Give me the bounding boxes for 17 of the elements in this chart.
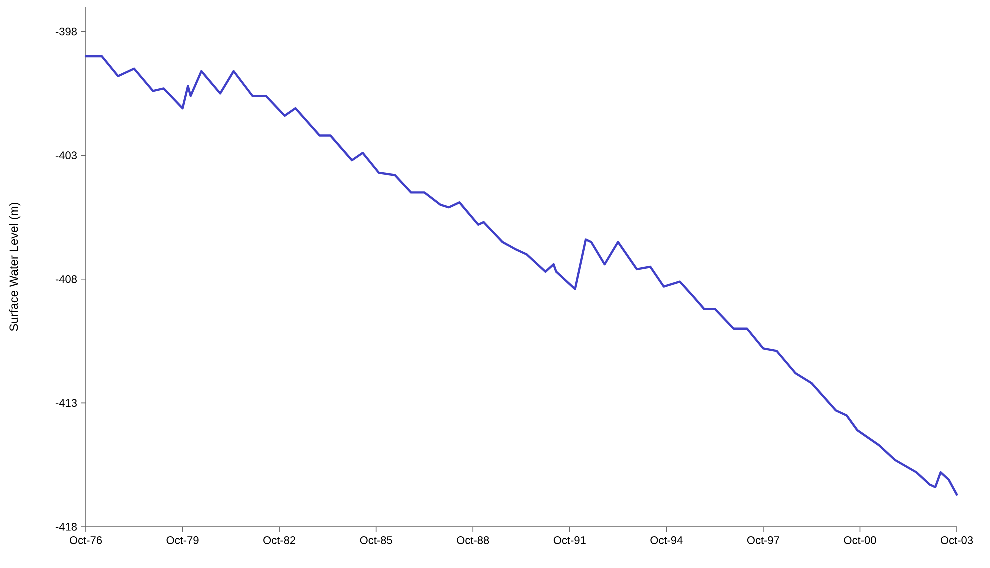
line-series (84, 55, 958, 496)
y-axis-title: Surface Water Level (m) (9, 202, 21, 332)
x-tick-label: Oct-94 (650, 536, 683, 544)
y-tick-label: -418 (56, 523, 77, 531)
x-tick-label: Oct-03 (941, 536, 974, 544)
x-tick-label: Oct-00 (844, 536, 876, 544)
x-tick-label: Oct-85 (360, 536, 392, 544)
y-tick-label: -398 (56, 28, 77, 36)
y-tick-label: -413 (56, 399, 77, 408)
x-tick-label: Oct-76 (70, 536, 102, 544)
y-tick-label: -408 (56, 275, 77, 284)
x-tick-label: Oct-91 (554, 536, 586, 544)
x-tick-label: Oct-82 (264, 536, 296, 544)
y-tick-label: -403 (56, 152, 77, 160)
x-tick-label: Oct-79 (166, 536, 199, 544)
x-tick-label: Oct-97 (747, 536, 780, 544)
x-tick-label: Oct-88 (457, 536, 490, 544)
